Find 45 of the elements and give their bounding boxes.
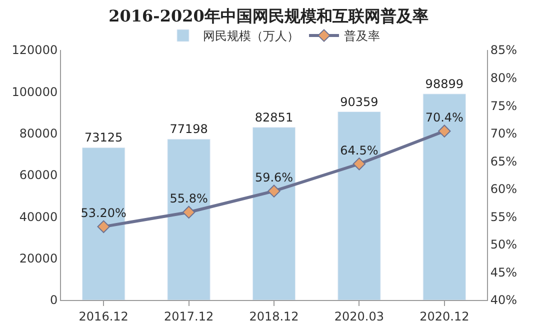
y2-tick-label: 55%: [490, 210, 518, 224]
point: [352, 158, 366, 170]
data-label: 73125: [84, 130, 123, 145]
x-tick-label: 2020.12: [420, 309, 470, 324]
y-tick-label: 40000: [19, 210, 58, 224]
y-tick-label: 20000: [19, 252, 58, 266]
bar: [167, 138, 210, 300]
y2-tick-label: 50%: [490, 238, 518, 252]
y-tick-label: 100000: [12, 84, 58, 99]
data-label: 77198: [170, 122, 208, 136]
legend-label: 网民规模（万人）: [203, 29, 299, 44]
data-label: 64.5%: [340, 143, 378, 158]
y2-tick-label: 45%: [490, 265, 518, 280]
y2-tick-label: 80%: [490, 70, 518, 85]
data-label: 82851: [254, 110, 294, 124]
bar: [252, 127, 296, 300]
x-tick-label: 2020.03: [334, 309, 384, 324]
x-tick-label: 2018.12: [249, 309, 299, 324]
data-label: 55.8%: [170, 192, 208, 206]
y-tick-label: 0: [50, 293, 58, 308]
y2-tick-label: 85%: [490, 43, 518, 58]
x-tick-label: 2016.12: [78, 309, 128, 324]
y2-tick-label: 40%: [490, 293, 518, 308]
y2-tick-label: 70%: [490, 126, 518, 141]
y2-tick-label: 75%: [490, 98, 518, 113]
bar: [82, 147, 126, 300]
legend-label: 普及率: [344, 29, 380, 44]
chart-title: 2016-2020年中国网民规模和互联网普及率: [108, 6, 428, 26]
y-tick-label: 60000: [19, 168, 58, 182]
x-tick-label: 2017.12: [164, 309, 214, 324]
data-label: 70.4%: [425, 110, 464, 124]
data-label: 98899: [425, 76, 464, 91]
bar: [422, 94, 466, 300]
point: [182, 206, 196, 219]
y2-tick-label: 65%: [490, 154, 518, 168]
point: [97, 220, 110, 234]
point: [438, 124, 451, 138]
point: [268, 184, 280, 198]
data-label: 59.6%: [254, 170, 294, 184]
data-label: 53.20%: [80, 206, 126, 220]
data-label: 90359: [340, 94, 378, 109]
y-tick-label: 120000: [12, 43, 58, 58]
bar: [338, 112, 381, 300]
y-tick-label: 80000: [19, 126, 58, 141]
y2-tick-label: 60%: [490, 182, 518, 196]
